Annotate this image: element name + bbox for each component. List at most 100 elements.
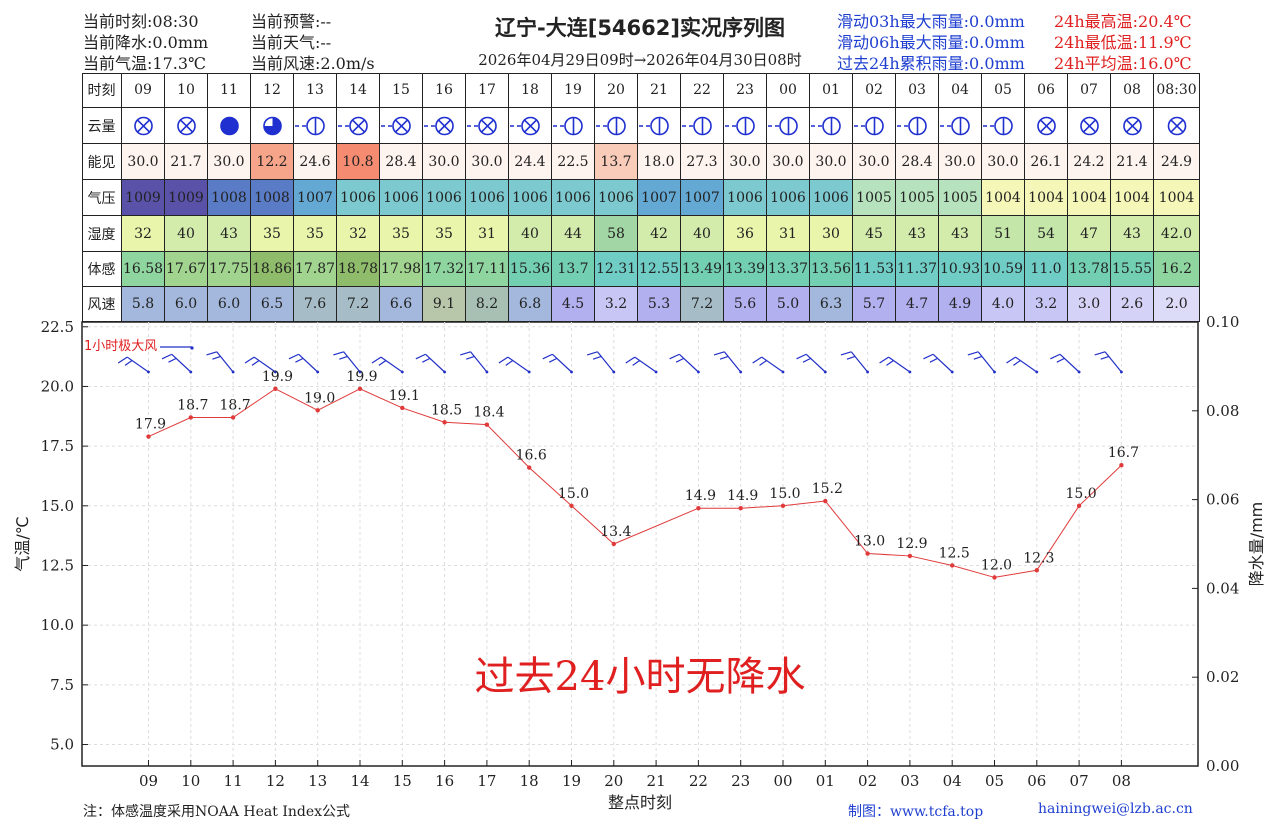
temperature-data-label: 18.4 (473, 405, 504, 421)
cell-hour: 08 (1111, 73, 1154, 108)
x-tick-label: 21 (647, 772, 666, 790)
cell-feels-like: 11.53 (853, 252, 896, 287)
wind-barb-icon (371, 356, 404, 374)
x-tick-label: 22 (689, 772, 708, 790)
cloud-cover-icon (165, 108, 208, 144)
wind-barb-icon (752, 356, 785, 374)
cell-visibility: 30.0 (208, 144, 251, 180)
wind-barbs (117, 351, 1123, 374)
cell-humidity: 36 (724, 216, 767, 252)
cloud-cover-icon (595, 108, 638, 144)
cell-pressure: 1006 (509, 180, 552, 216)
wind-barb-icon (1094, 351, 1123, 374)
cell-feels-like: 17.98 (380, 252, 423, 287)
cell-hour: 04 (939, 73, 982, 108)
cell-pressure: 1004 (1154, 180, 1200, 216)
cell-pressure: 1006 (423, 180, 466, 216)
min-temp: 24h最低温:11.9℃ (1054, 33, 1192, 52)
current-wind: 当前风速:2.0m/s (251, 54, 375, 73)
x-tick-label: 13 (308, 772, 327, 790)
cell-hour: 12 (251, 73, 294, 108)
cloud-cover-icon (509, 108, 552, 144)
cell-humidity: 40 (681, 216, 724, 252)
cell-humidity: 51 (982, 216, 1025, 252)
cell-hour: 10 (165, 73, 208, 108)
table-row-feels-like: 体感 16.58 17.67 17.75 18.86 17.87 18.78 17.98 17.… (82, 252, 1200, 287)
x-tick-label: 09 (139, 772, 158, 790)
x-tick-label: 23 (731, 772, 750, 790)
email: hainingwei@lzb.ac.cn (1038, 801, 1193, 817)
cell-pressure: 1006 (595, 180, 638, 216)
cell-pressure: 1006 (380, 180, 423, 216)
wind-legend-label: 1小时极大风 (84, 339, 157, 354)
temperature-point (188, 415, 193, 420)
wind-barb-icon (460, 351, 489, 374)
temperature-data-label: 14.9 (727, 488, 758, 504)
cell-hour: 17 (466, 73, 509, 108)
cell-hour: 15 (380, 73, 423, 108)
cloud-cover-icon (466, 108, 509, 144)
cell-wind-speed: 6.8 (509, 287, 552, 322)
cloud-cover-icon (423, 108, 466, 144)
cell-visibility: 28.4 (896, 144, 939, 180)
wind-barb-icon (1050, 353, 1081, 374)
wind-barb-icon (161, 353, 193, 374)
temperature-data-label: 18.7 (177, 397, 208, 413)
cloud-cover-icon (982, 108, 1025, 144)
cell-visibility: 30.0 (122, 144, 165, 180)
cell-wind-speed: 6.6 (380, 287, 423, 322)
observation-table: 时刻 09 10 11 12 13 14 15 16 17 18 19 20 21 22 23 00 01 02 03… (82, 73, 1200, 322)
temperature-point (400, 405, 405, 411)
temperature-point (442, 420, 447, 425)
cell-humidity: 30 (810, 216, 853, 252)
cell-feels-like: 17.11 (466, 252, 509, 287)
x-tick-label: 10 (181, 772, 200, 790)
cell-feels-like: 15.55 (1111, 252, 1154, 287)
current-warning: 当前预警:-- (251, 12, 332, 31)
temperature-point (907, 553, 913, 559)
cell-humidity: 35 (294, 216, 337, 252)
cell-wind-speed: 2.0 (1154, 287, 1200, 322)
y-tick-label: 15.0 (41, 497, 74, 515)
rain-3h: 滑动03h最大雨量:0.0mm (837, 12, 1025, 31)
temperature-data-label: 19.9 (262, 369, 293, 385)
y-tick-label: 10.0 (41, 616, 74, 634)
temperature-data-label: 19.0 (304, 390, 335, 406)
x-tick-label: 18 (520, 772, 539, 790)
y-axis-label: 气温/℃ (13, 516, 32, 571)
cloud-cover-icon (122, 108, 165, 144)
cell-visibility: 24.4 (509, 144, 552, 180)
cloud-cover-icon (251, 108, 294, 144)
wind-barb-icon (967, 351, 996, 374)
current-precip: 当前降水:0.0mm (83, 33, 209, 52)
temperature-data-label: 15.0 (1066, 486, 1097, 502)
temperature-data-label: 16.7 (1108, 445, 1139, 461)
cloud-cover-icon (767, 108, 810, 144)
cell-feels-like: 13.78 (1068, 252, 1111, 287)
rain-24h: 过去24h累积雨量:0.0mm (837, 54, 1025, 73)
y-tick-label: 20.0 (41, 377, 74, 395)
temperature-point (780, 503, 786, 509)
wind-barb-icon (923, 353, 954, 374)
cell-humidity: 43 (208, 216, 251, 252)
row-label-humidity: 湿度 (82, 216, 122, 252)
current-time: 当前时刻:08:30 (83, 12, 199, 31)
current-weather: 当前天气:-- (251, 33, 332, 52)
cell-pressure: 1005 (853, 180, 896, 216)
wind-barb-icon (117, 356, 150, 374)
cell-feels-like: 13.39 (724, 252, 767, 287)
x-tick-label: 15 (393, 772, 412, 790)
cell-hour: 23 (724, 73, 767, 108)
cell-feels-like: 13.49 (681, 252, 724, 287)
cell-visibility: 21.7 (165, 144, 208, 180)
plot-frame (81, 321, 1199, 767)
temperature-point (1034, 568, 1040, 573)
x-tick-label: 05 (985, 772, 1004, 790)
cell-hour: 00 (767, 73, 810, 108)
temperature-point (1076, 503, 1082, 509)
cell-humidity: 43 (1111, 216, 1154, 252)
cell-visibility: 24.9 (1154, 144, 1200, 180)
x-tick-label: 00 (773, 772, 792, 790)
temperature-point (357, 386, 363, 392)
wind-barb-icon (542, 353, 573, 374)
